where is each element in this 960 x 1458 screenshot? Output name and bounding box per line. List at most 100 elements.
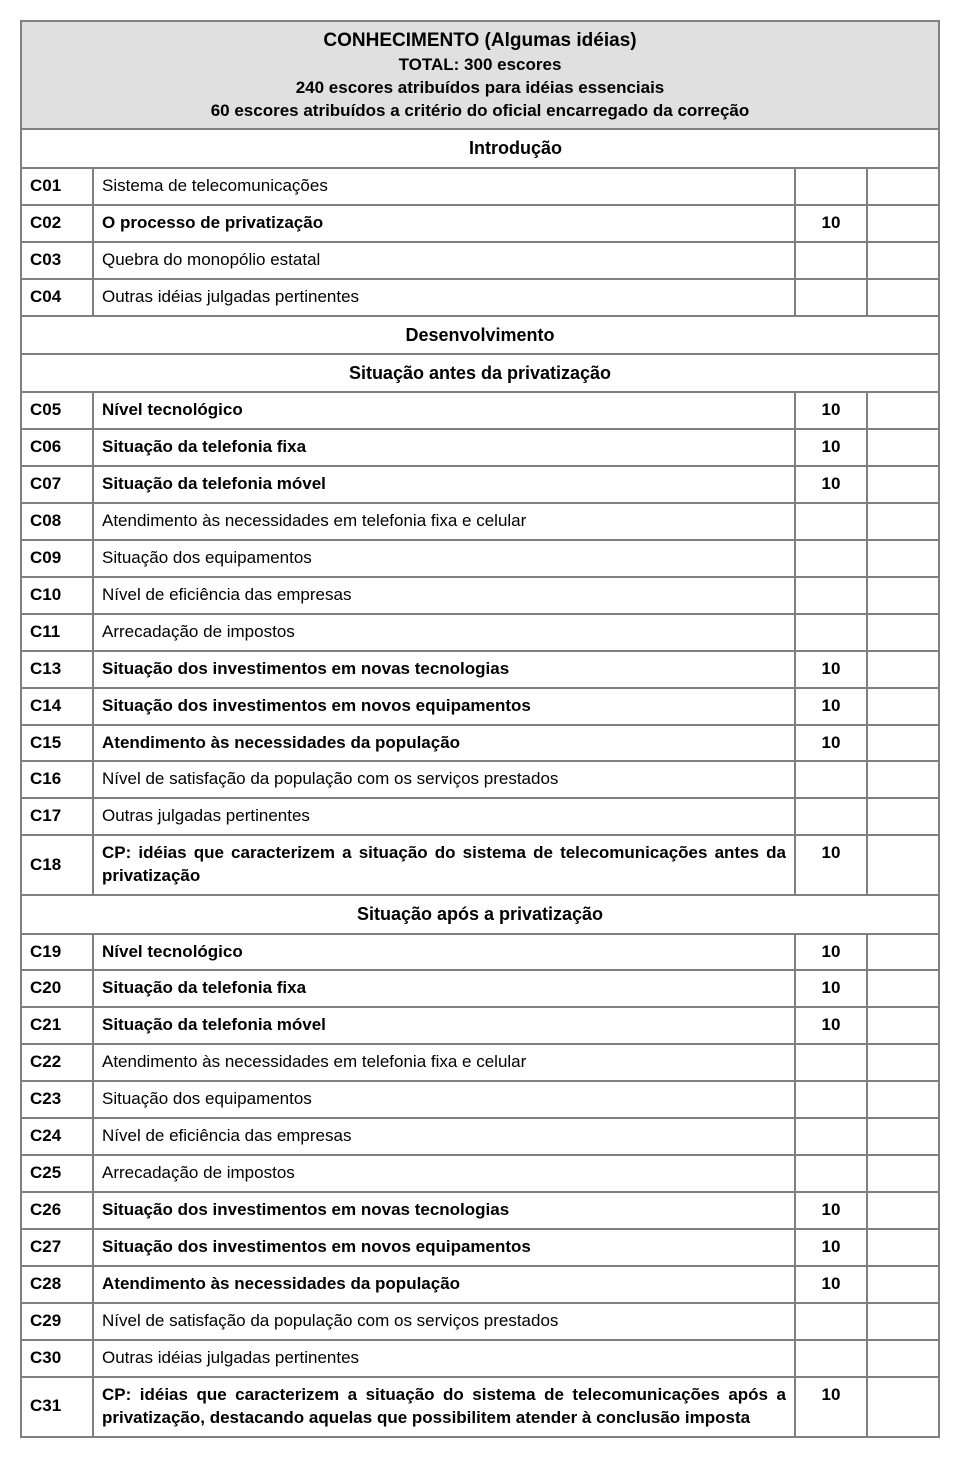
code-c01: C01 <box>21 168 93 205</box>
row-c17: C17 Outras julgadas pertinentes <box>21 798 939 835</box>
code-c07: C07 <box>21 466 93 503</box>
row-c23: C23 Situação dos equipamentos <box>21 1081 939 1118</box>
code-c13: C13 <box>21 651 93 688</box>
blank-c06 <box>867 429 939 466</box>
desc-c01: Sistema de telecomunicações <box>93 168 795 205</box>
code-c23: C23 <box>21 1081 93 1118</box>
desc-c24: Nível de eficiência das empresas <box>93 1118 795 1155</box>
blank-c23 <box>867 1081 939 1118</box>
blank-c30 <box>867 1340 939 1377</box>
desc-c10: Nível de eficiência das empresas <box>93 577 795 614</box>
score-c27: 10 <box>795 1229 867 1266</box>
score-c01 <box>795 168 867 205</box>
blank-c17 <box>867 798 939 835</box>
blank-c29 <box>867 1303 939 1340</box>
row-c18: C18 CP: idéias que caracterizem a situaç… <box>21 835 939 895</box>
row-c13: C13 Situação dos investimentos em novas … <box>21 651 939 688</box>
code-c29: C29 <box>21 1303 93 1340</box>
code-c06: C06 <box>21 429 93 466</box>
row-c06: C06 Situação da telefonia fixa 10 <box>21 429 939 466</box>
score-c20: 10 <box>795 970 867 1007</box>
row-c08: C08 Atendimento às necessidades em telef… <box>21 503 939 540</box>
score-c11 <box>795 614 867 651</box>
blank-c20 <box>867 970 939 1007</box>
desc-c17: Outras julgadas pertinentes <box>93 798 795 835</box>
code-c11: C11 <box>21 614 93 651</box>
blank-c07 <box>867 466 939 503</box>
code-c24: C24 <box>21 1118 93 1155</box>
code-c17: C17 <box>21 798 93 835</box>
code-c28: C28 <box>21 1266 93 1303</box>
row-c25: C25 Arrecadação de impostos <box>21 1155 939 1192</box>
code-c05: C05 <box>21 392 93 429</box>
desc-c22: Atendimento às necessidades em telefonia… <box>93 1044 795 1081</box>
desc-c19: Nível tecnológico <box>93 934 795 971</box>
score-c13: 10 <box>795 651 867 688</box>
score-c17 <box>795 798 867 835</box>
blank-c27 <box>867 1229 939 1266</box>
row-c28: C28 Atendimento às necessidades da popul… <box>21 1266 939 1303</box>
header-title: CONHECIMENTO (Algumas idéias) <box>30 28 930 54</box>
score-c24 <box>795 1118 867 1155</box>
score-c21: 10 <box>795 1007 867 1044</box>
blank-c09 <box>867 540 939 577</box>
score-c04 <box>795 279 867 316</box>
desc-c18: CP: idéias que caracterizem a situação d… <box>93 835 795 895</box>
blank-c22 <box>867 1044 939 1081</box>
row-c03: C03 Quebra do monopólio estatal <box>21 242 939 279</box>
header-total: TOTAL: 300 escores <box>30 54 930 77</box>
score-c19: 10 <box>795 934 867 971</box>
section-dev-row: Desenvolvimento <box>21 316 939 354</box>
section-antes-row: Situação antes da privatização <box>21 354 939 392</box>
row-c01: C01 Sistema de telecomunicações <box>21 168 939 205</box>
row-c10: C10 Nível de eficiência das empresas <box>21 577 939 614</box>
score-c31: 10 <box>795 1377 867 1437</box>
desc-c25: Arrecadação de impostos <box>93 1155 795 1192</box>
desc-c02: O processo de privatização <box>93 205 795 242</box>
desc-c03: Quebra do monopólio estatal <box>93 242 795 279</box>
empty-cell <box>21 129 93 167</box>
score-c25 <box>795 1155 867 1192</box>
row-c05: C05 Nível tecnológico 10 <box>21 392 939 429</box>
desc-c04: Outras idéias julgadas pertinentes <box>93 279 795 316</box>
code-c22: C22 <box>21 1044 93 1081</box>
code-c04: C04 <box>21 279 93 316</box>
desc-c05: Nível tecnológico <box>93 392 795 429</box>
desc-c26: Situação dos investimentos em novas tecn… <box>93 1192 795 1229</box>
score-c10 <box>795 577 867 614</box>
blank-c16 <box>867 761 939 798</box>
score-c30 <box>795 1340 867 1377</box>
row-c27: C27 Situação dos investimentos em novos … <box>21 1229 939 1266</box>
section-apos: Situação após a privatização <box>21 895 939 933</box>
section-intro: Introdução <box>93 129 939 167</box>
desc-c21: Situação da telefonia móvel <box>93 1007 795 1044</box>
row-c24: C24 Nível de eficiência das empresas <box>21 1118 939 1155</box>
score-c05: 10 <box>795 392 867 429</box>
blank-c01 <box>867 168 939 205</box>
row-c30: C30 Outras idéias julgadas pertinentes <box>21 1340 939 1377</box>
score-c07: 10 <box>795 466 867 503</box>
score-c14: 10 <box>795 688 867 725</box>
code-c14: C14 <box>21 688 93 725</box>
score-c08 <box>795 503 867 540</box>
desc-c31: CP: idéias que caracterizem a situação d… <box>93 1377 795 1437</box>
code-c19: C19 <box>21 934 93 971</box>
blank-c04 <box>867 279 939 316</box>
row-c11: C11 Arrecadação de impostos <box>21 614 939 651</box>
desc-c23: Situação dos equipamentos <box>93 1081 795 1118</box>
row-c22: C22 Atendimento às necessidades em telef… <box>21 1044 939 1081</box>
row-c20: C20 Situação da telefonia fixa 10 <box>21 970 939 1007</box>
section-dev: Desenvolvimento <box>21 316 939 354</box>
code-c08: C08 <box>21 503 93 540</box>
row-c26: C26 Situação dos investimentos em novas … <box>21 1192 939 1229</box>
row-c19: C19 Nível tecnológico 10 <box>21 934 939 971</box>
code-c20: C20 <box>21 970 93 1007</box>
desc-c09: Situação dos equipamentos <box>93 540 795 577</box>
blank-c14 <box>867 688 939 725</box>
score-c28: 10 <box>795 1266 867 1303</box>
section-intro-row: Introdução <box>21 129 939 167</box>
code-c26: C26 <box>21 1192 93 1229</box>
score-c29 <box>795 1303 867 1340</box>
desc-c06: Situação da telefonia fixa <box>93 429 795 466</box>
score-c18: 10 <box>795 835 867 895</box>
